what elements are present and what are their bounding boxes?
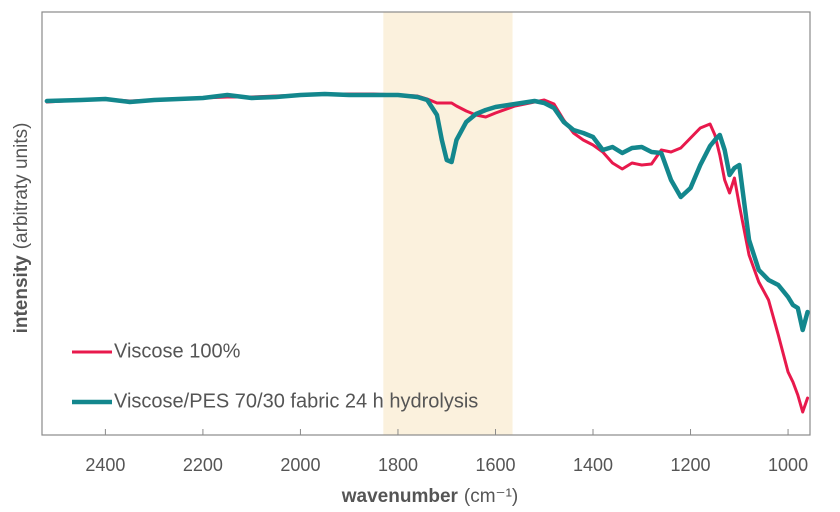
legend-label: Viscose/PES 70/30 fabric 24 h hydrolysis <box>114 390 478 412</box>
x-tick-label: 1400 <box>573 455 613 475</box>
x-tick-label: 1600 <box>475 455 515 475</box>
x-label-unit: (cm⁻¹) <box>464 486 518 507</box>
y-label-unit: (arbitraty units) <box>11 123 32 250</box>
x-axis-label: wavenumber (cm⁻¹) <box>341 486 519 507</box>
y-label-main: intensity <box>11 255 32 334</box>
x-tick-label: 1800 <box>378 455 418 475</box>
legend-label: Viscose 100% <box>114 340 241 362</box>
y-axis-label: intensity (arbitraty units) <box>11 123 32 334</box>
x-tick-label: 1200 <box>671 455 711 475</box>
x-tick-label: 2400 <box>85 455 125 475</box>
spectrum-line <box>44 91 810 333</box>
x-label-main: wavenumber <box>341 486 459 507</box>
x-tick-label: 2200 <box>183 455 223 475</box>
x-tick-label: 1000 <box>768 455 808 475</box>
plot-area <box>41 11 811 436</box>
x-tick-label: 2000 <box>280 455 320 475</box>
plot-frame <box>41 11 811 436</box>
highlight-band <box>383 12 513 435</box>
